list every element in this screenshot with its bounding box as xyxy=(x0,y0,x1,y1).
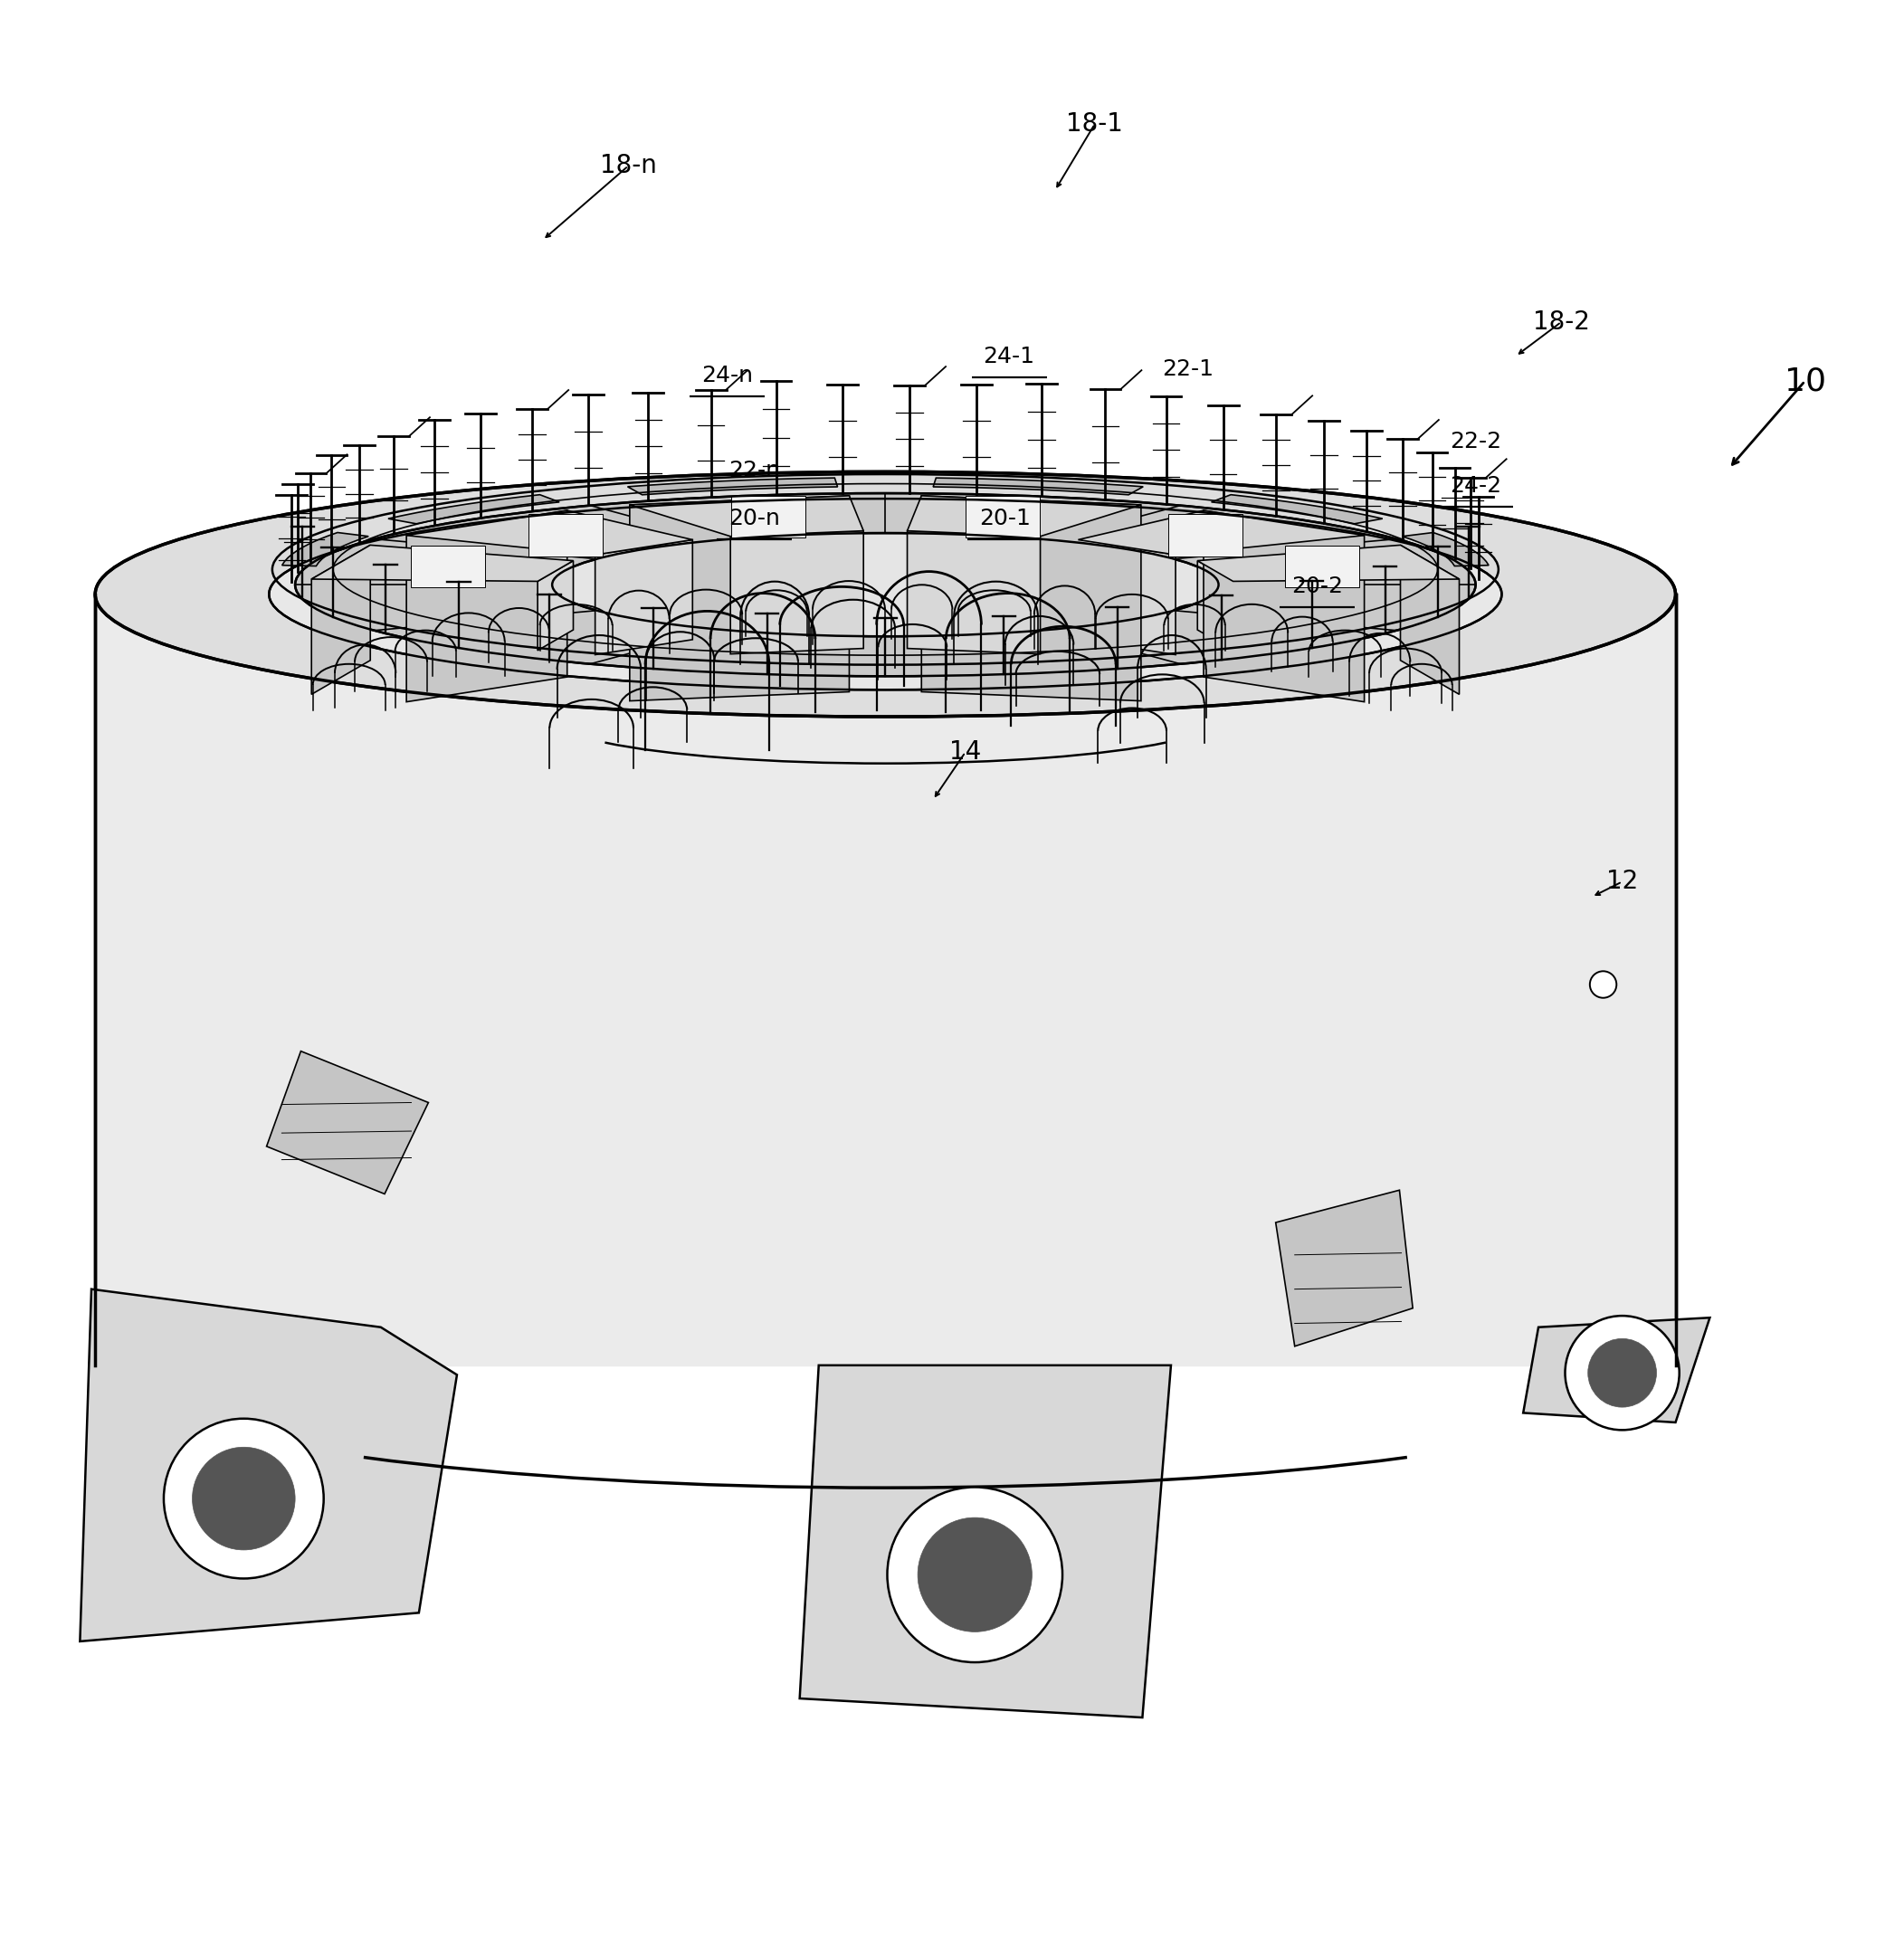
Polygon shape xyxy=(922,495,1140,700)
Polygon shape xyxy=(312,546,573,581)
Text: 24-n: 24-n xyxy=(701,365,754,386)
Polygon shape xyxy=(1401,546,1458,694)
Circle shape xyxy=(1565,1316,1679,1429)
Text: 12: 12 xyxy=(1607,870,1637,895)
FancyBboxPatch shape xyxy=(1285,546,1359,587)
FancyBboxPatch shape xyxy=(731,495,805,538)
FancyBboxPatch shape xyxy=(527,515,602,556)
Ellipse shape xyxy=(95,472,1676,718)
Circle shape xyxy=(1590,971,1616,998)
Ellipse shape xyxy=(268,499,1502,690)
Text: 18-2: 18-2 xyxy=(1533,310,1590,335)
Polygon shape xyxy=(1078,511,1365,556)
Ellipse shape xyxy=(295,493,1476,677)
Polygon shape xyxy=(537,562,573,651)
Polygon shape xyxy=(406,511,567,702)
Text: 24-1: 24-1 xyxy=(982,345,1036,367)
Text: 20-1: 20-1 xyxy=(979,507,1032,528)
Polygon shape xyxy=(1276,1190,1413,1346)
Polygon shape xyxy=(596,540,693,655)
Circle shape xyxy=(887,1488,1062,1661)
Polygon shape xyxy=(1203,511,1365,702)
Text: 14: 14 xyxy=(950,739,981,764)
Text: 22-2: 22-2 xyxy=(1449,431,1502,452)
Polygon shape xyxy=(267,1051,428,1193)
Polygon shape xyxy=(628,478,838,495)
Polygon shape xyxy=(1401,532,1489,566)
Text: 18-n: 18-n xyxy=(600,154,657,179)
Polygon shape xyxy=(630,495,864,536)
Circle shape xyxy=(192,1447,295,1550)
Polygon shape xyxy=(1078,540,1175,655)
Polygon shape xyxy=(312,546,369,694)
Polygon shape xyxy=(80,1289,457,1642)
Polygon shape xyxy=(906,495,1140,536)
Polygon shape xyxy=(1523,1318,1710,1422)
Text: 20-2: 20-2 xyxy=(1291,575,1344,597)
Circle shape xyxy=(918,1517,1032,1632)
Text: 10: 10 xyxy=(1784,365,1826,396)
Polygon shape xyxy=(800,1365,1171,1718)
Ellipse shape xyxy=(552,532,1219,636)
Circle shape xyxy=(164,1418,324,1578)
FancyBboxPatch shape xyxy=(965,495,1040,538)
FancyBboxPatch shape xyxy=(1169,515,1243,556)
Polygon shape xyxy=(388,495,560,525)
Polygon shape xyxy=(933,478,1142,495)
Polygon shape xyxy=(406,511,693,556)
Polygon shape xyxy=(282,532,369,566)
Polygon shape xyxy=(1211,495,1382,525)
FancyBboxPatch shape xyxy=(411,546,486,587)
Polygon shape xyxy=(630,495,849,700)
Polygon shape xyxy=(1198,562,1234,651)
Text: 18-1: 18-1 xyxy=(1066,111,1123,137)
Polygon shape xyxy=(1198,546,1458,581)
Polygon shape xyxy=(731,530,864,653)
Text: 24-2: 24-2 xyxy=(1449,476,1502,497)
Text: 20-n: 20-n xyxy=(727,507,781,528)
Text: 22-n: 22-n xyxy=(727,460,781,482)
Text: 22-1: 22-1 xyxy=(1161,359,1215,380)
Polygon shape xyxy=(906,530,1040,653)
Circle shape xyxy=(1588,1338,1656,1408)
